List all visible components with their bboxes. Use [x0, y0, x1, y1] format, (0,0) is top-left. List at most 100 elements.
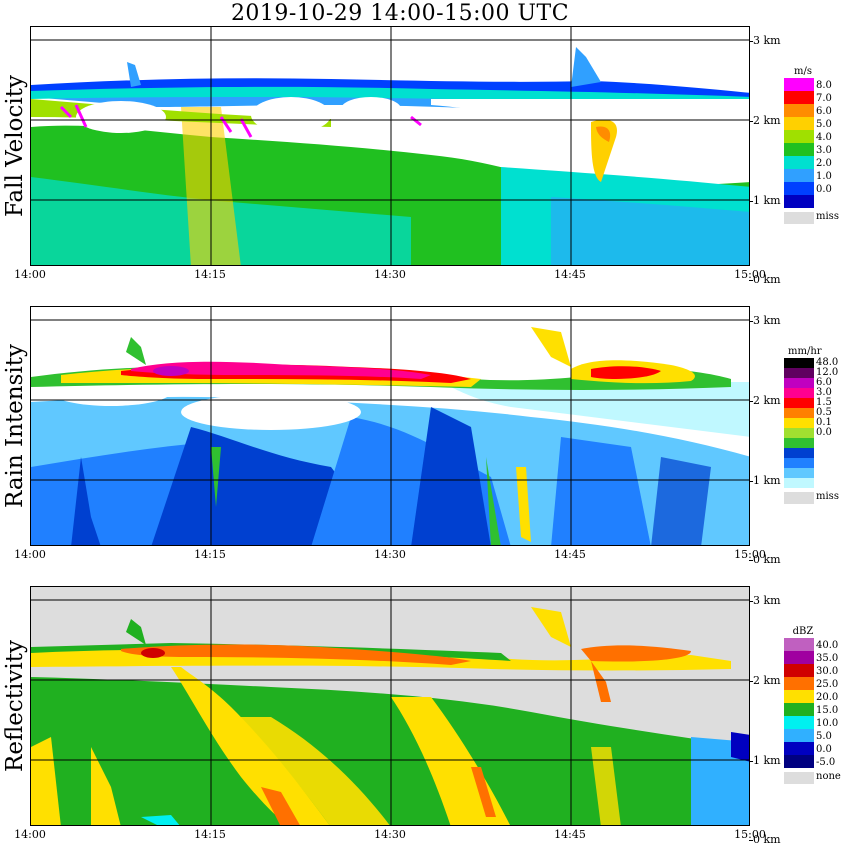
legend-swatch — [784, 468, 814, 478]
legend-label: 0.1 — [816, 417, 832, 428]
legend-swatch — [784, 703, 814, 716]
legend-level: 0.1 — [784, 418, 846, 428]
legend-swatch — [784, 438, 814, 448]
legend-label: 25.0 — [816, 679, 839, 690]
y-tick-0km: 0 km — [749, 553, 781, 566]
legend-level: 30.0 — [784, 664, 846, 677]
legend-label: 0.0 — [816, 427, 832, 438]
y-tick-1km: 1 km — [749, 474, 781, 487]
legend-label: 0.0 — [816, 184, 832, 195]
legend-level: 3.0 — [784, 388, 846, 398]
rain-intensity-legend: mm/hr 48.0 12.0 6.0 3.0 1.5 0.5 0.1 0.0 miss — [784, 346, 846, 506]
legend-swatch — [784, 117, 814, 130]
y-tick-0km: 0 km — [749, 833, 781, 846]
x-tick-1445: 14:45 — [554, 828, 586, 841]
fall-velocity-legend: m/s 8.0 7.0 6.0 5.0 4.0 3.0 2.0 1.0 0.0 miss — [784, 66, 846, 226]
legend-swatch — [784, 368, 814, 378]
legend-swatch — [784, 358, 814, 368]
reflectivity-heatmap — [31, 587, 749, 825]
reflectivity-panel: Reflectivity — [0, 586, 850, 854]
fall-velocity-panel: Fall Velocity — [0, 26, 850, 294]
legend-label: 5.0 — [816, 119, 832, 130]
reflectivity-plot — [30, 586, 750, 826]
legend-label: 0.0 — [816, 744, 832, 755]
legend-label: 5.0 — [816, 731, 832, 742]
legend-swatch — [784, 130, 814, 143]
legend-level: 20.0 — [784, 690, 846, 703]
rain-intensity-ylabel: Rain Intensity — [2, 344, 28, 508]
legend-swatch — [784, 428, 814, 438]
legend-swatch — [784, 388, 814, 398]
legend-swatch — [784, 651, 814, 664]
legend-swatch — [784, 91, 814, 104]
legend-swatch — [784, 448, 814, 458]
x-tick-1445: 14:45 — [554, 548, 586, 561]
legend-swatch — [784, 664, 814, 677]
legend-label: 3.0 — [816, 387, 832, 398]
x-tick-1500: 15:00 — [734, 548, 766, 561]
legend-swatch — [784, 378, 814, 388]
legend-label: 35.0 — [816, 653, 839, 664]
x-tick-1415: 14:15 — [194, 828, 226, 841]
legend-swatch — [784, 742, 814, 755]
y-tick-3km: 3 km — [749, 314, 781, 327]
legend-level: 1.0 — [784, 169, 846, 182]
y-tick-1km: 1 km — [749, 194, 781, 207]
legend-level: 3.0 — [784, 143, 846, 156]
y-tick-0km: 0 km — [749, 273, 781, 286]
legend-label: 12.0 — [816, 367, 839, 378]
legend-level: 2.0 — [784, 156, 846, 169]
x-tick-1415: 14:15 — [194, 548, 226, 561]
x-tick-1400: 14:00 — [14, 548, 46, 561]
legend-level: 40.0 — [784, 638, 846, 651]
legend-label: 3.0 — [816, 145, 832, 156]
legend-level: 0.5 — [784, 408, 846, 418]
legend-swatch — [784, 418, 814, 428]
legend-level — [784, 468, 846, 478]
legend-label: 15.0 — [816, 705, 839, 716]
legend-level: 48.0 — [784, 358, 846, 368]
legend-level: 8.0 — [784, 78, 846, 91]
legend-label: 6.0 — [816, 106, 832, 117]
legend-level: 4.0 — [784, 130, 846, 143]
legend-swatch — [784, 729, 814, 742]
legend-level: 15.0 — [784, 703, 846, 716]
legend-swatch — [784, 458, 814, 468]
legend-level: -5.0 — [784, 755, 846, 768]
legend-level — [784, 458, 846, 468]
legend-level: 1.5 — [784, 398, 846, 408]
legend-missing: miss — [784, 212, 846, 226]
x-tick-1430: 14:30 — [374, 268, 406, 281]
y-tick-2km: 2 km — [749, 674, 781, 687]
legend-label: 0.5 — [816, 407, 832, 418]
legend-swatch — [784, 408, 814, 418]
x-tick-1400: 14:00 — [14, 828, 46, 841]
x-tick-1430: 14:30 — [374, 828, 406, 841]
fall-velocity-ylabel: Fall Velocity — [2, 75, 29, 217]
legend-unit: mm/hr — [788, 346, 822, 357]
reflectivity-ylabel: Reflectivity — [2, 640, 29, 772]
legend-label: 8.0 — [816, 80, 832, 91]
legend-swatch — [784, 104, 814, 117]
legend-level: 0.0 — [784, 742, 846, 755]
legend-swatch — [784, 716, 814, 729]
legend-label: 1.0 — [816, 171, 832, 182]
fall-velocity-plot — [30, 26, 750, 266]
y-tick-2km: 2 km — [749, 114, 781, 127]
legend-label: 1.5 — [816, 397, 832, 408]
legend-swatch — [784, 169, 814, 182]
legend-missing: none — [784, 772, 846, 786]
legend-label: 20.0 — [816, 692, 839, 703]
legend-level: 0.0 — [784, 182, 846, 195]
legend-label: 2.0 — [816, 158, 832, 169]
x-tick-1400: 14:00 — [14, 268, 46, 281]
legend-label: 40.0 — [816, 640, 839, 651]
legend-level — [784, 438, 846, 448]
fall-velocity-heatmap — [31, 27, 749, 265]
legend-swatch — [784, 182, 814, 195]
legend-level: 10.0 — [784, 716, 846, 729]
legend-level — [784, 448, 846, 458]
legend-label: 30.0 — [816, 666, 839, 677]
legend-level — [784, 478, 846, 488]
legend-level: 6.0 — [784, 104, 846, 117]
